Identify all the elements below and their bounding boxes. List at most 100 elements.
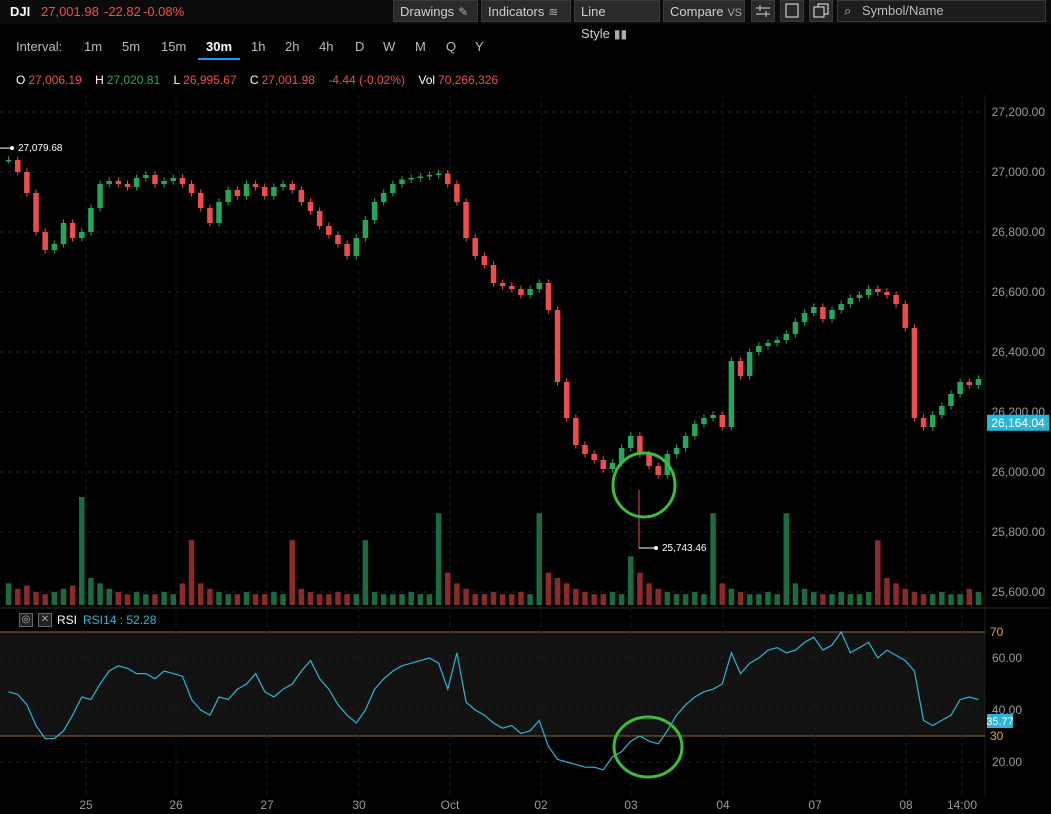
interval-m[interactable]: M xyxy=(415,39,426,54)
candle-body xyxy=(792,322,799,334)
volume-bar xyxy=(865,592,872,605)
volume-bar xyxy=(417,594,424,605)
volume-bar xyxy=(289,540,295,605)
candle-body xyxy=(911,328,918,418)
rsi-current-tag xyxy=(987,713,1013,728)
interval-2h[interactable]: 2h xyxy=(285,39,300,54)
volume-bar xyxy=(353,594,360,605)
volume-bar xyxy=(5,583,12,605)
low-label: L xyxy=(173,73,181,87)
candle-body xyxy=(399,179,405,184)
volume-bar xyxy=(271,592,277,605)
high-label: H xyxy=(95,73,104,87)
candle-body xyxy=(582,445,588,454)
volume-bar xyxy=(216,592,222,605)
candle-body xyxy=(380,193,387,202)
volume-bar xyxy=(545,572,552,605)
volume-bar xyxy=(518,592,524,605)
price-tick-label: 25,600.00 xyxy=(992,585,1046,599)
interval-w[interactable]: W xyxy=(383,39,396,54)
candle-body xyxy=(353,238,360,256)
rsi-band xyxy=(0,632,985,736)
candle-body xyxy=(929,415,936,427)
rsi-settings-icon[interactable]: ◎ xyxy=(19,612,33,627)
candle-body xyxy=(490,265,497,283)
copy-layout-button[interactable] xyxy=(809,0,833,22)
volume-bar xyxy=(655,588,661,605)
rsi-level-label: 30 xyxy=(990,729,1004,743)
candle-body xyxy=(627,436,634,448)
candle-body xyxy=(435,173,442,175)
candle-body xyxy=(335,235,341,244)
volume-bar xyxy=(746,594,753,605)
symbol-search-input[interactable]: ⌕ Symbol/Name xyxy=(837,0,1046,22)
volume-bar xyxy=(637,572,643,605)
indicators-button[interactable]: Indicators ≋ xyxy=(481,0,571,22)
candle-body xyxy=(106,181,112,184)
volume-bar xyxy=(509,594,515,605)
interval-d[interactable]: D xyxy=(355,39,365,54)
volume-bar xyxy=(454,583,460,605)
volume-bar xyxy=(682,594,689,605)
interval-label: Interval: xyxy=(16,39,63,54)
candle-body xyxy=(14,160,21,172)
candle-body xyxy=(655,466,661,475)
candle-body xyxy=(893,295,899,304)
candle-body xyxy=(865,289,872,295)
candle-body xyxy=(563,382,570,418)
line-style-button[interactable]: Line Style ▮▮ xyxy=(574,0,660,41)
volume-bar xyxy=(124,594,131,605)
drawings-button[interactable]: Drawings ✎ xyxy=(393,0,478,22)
volume-bar xyxy=(97,583,103,605)
rsi-close-icon[interactable]: ✕ xyxy=(38,612,52,627)
candle-body xyxy=(600,460,607,469)
candle-body xyxy=(499,283,506,286)
candle-body xyxy=(69,223,76,238)
candle-body xyxy=(472,238,478,256)
candle-body xyxy=(252,184,259,187)
volume-bar xyxy=(426,594,433,605)
settings-sliders-button[interactable] xyxy=(751,0,775,22)
fullscreen-button[interactable] xyxy=(780,0,804,22)
volume-bar xyxy=(673,594,680,605)
compare-button[interactable]: Compare VS xyxy=(663,0,745,22)
time-tick-label: 02 xyxy=(534,798,548,812)
candle-body xyxy=(42,232,48,250)
volume-bar xyxy=(262,594,268,605)
interval-1m[interactable]: 1m xyxy=(84,39,103,54)
volume-bar xyxy=(499,594,506,605)
compare-vs-label: VS xyxy=(727,7,743,19)
candle-body xyxy=(161,181,167,184)
line-style-label: Line Style xyxy=(581,4,610,41)
candle-body xyxy=(618,448,625,463)
rsi-value-label: RSI14 : 52.28 xyxy=(83,612,157,627)
interval-y[interactable]: Y xyxy=(475,39,484,54)
candle-body xyxy=(966,382,973,385)
candle-body xyxy=(820,307,826,319)
interval-30m[interactable]: 30m xyxy=(206,39,233,54)
time-tick-label: 08 xyxy=(899,798,913,812)
candle-body xyxy=(902,304,908,328)
candle-body xyxy=(774,340,780,343)
symbol-name[interactable]: DJI xyxy=(10,4,31,19)
volume-bar xyxy=(801,588,808,605)
candle-body xyxy=(856,295,863,298)
candle-body xyxy=(362,220,369,238)
interval-q[interactable]: Q xyxy=(446,39,457,54)
interval-15m[interactable]: 15m xyxy=(161,39,187,54)
volume-bar xyxy=(627,556,634,605)
interval-1h[interactable]: 1h xyxy=(251,39,266,54)
volume-bar xyxy=(563,583,570,605)
search-icon: ⌕ xyxy=(844,3,852,18)
interval-4h[interactable]: 4h xyxy=(319,39,334,54)
rsi-header: ◎ ✕ RSI RSI14 : 52.28 xyxy=(19,612,156,627)
candle-body xyxy=(920,418,927,427)
candle-icon: ▮▮ xyxy=(613,27,628,41)
interval-5m[interactable]: 5m xyxy=(122,39,141,54)
volume-bar xyxy=(820,594,826,605)
candle-body xyxy=(783,334,790,340)
candle-body xyxy=(97,184,103,208)
volume-bar xyxy=(847,594,854,605)
ohlc-legend: O 27,006.19 H 27,020.81 L 26,995.67 C 27,001… xyxy=(16,73,508,87)
